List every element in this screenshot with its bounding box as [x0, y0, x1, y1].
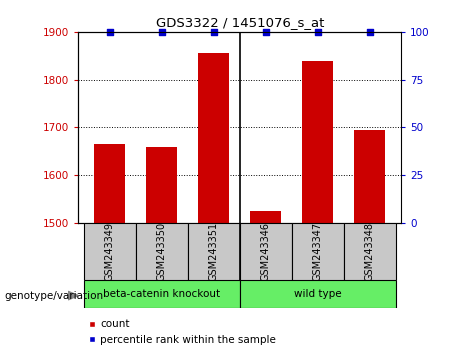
Bar: [198, 53, 229, 223]
Point: [158, 29, 165, 35]
Text: GSM243351: GSM243351: [209, 222, 219, 281]
Point: [262, 29, 269, 35]
Text: GSM243349: GSM243349: [105, 222, 115, 281]
Text: GSM243346: GSM243346: [261, 222, 271, 281]
Bar: [188, 223, 240, 280]
Bar: [250, 211, 281, 223]
Bar: [83, 223, 136, 280]
Text: genotype/variation: genotype/variation: [5, 291, 104, 301]
Title: GDS3322 / 1451076_s_at: GDS3322 / 1451076_s_at: [155, 16, 324, 29]
Bar: [146, 147, 177, 223]
Point: [366, 29, 373, 35]
Text: GSM243348: GSM243348: [365, 222, 375, 281]
Legend: count, percentile rank within the sample: count, percentile rank within the sample: [83, 315, 280, 349]
Text: GSM243350: GSM243350: [157, 222, 166, 281]
Bar: [94, 144, 125, 223]
Point: [314, 29, 321, 35]
Text: beta-catenin knockout: beta-catenin knockout: [103, 289, 220, 299]
Text: wild type: wild type: [294, 289, 342, 299]
Bar: [240, 280, 396, 308]
Point: [106, 29, 113, 35]
Bar: [292, 223, 344, 280]
Bar: [344, 223, 396, 280]
Text: GSM243347: GSM243347: [313, 222, 323, 281]
Bar: [302, 61, 333, 223]
Polygon shape: [68, 291, 78, 300]
Point: [210, 29, 218, 35]
Bar: [354, 130, 385, 223]
Bar: [83, 280, 240, 308]
Bar: [136, 223, 188, 280]
Bar: [240, 223, 292, 280]
